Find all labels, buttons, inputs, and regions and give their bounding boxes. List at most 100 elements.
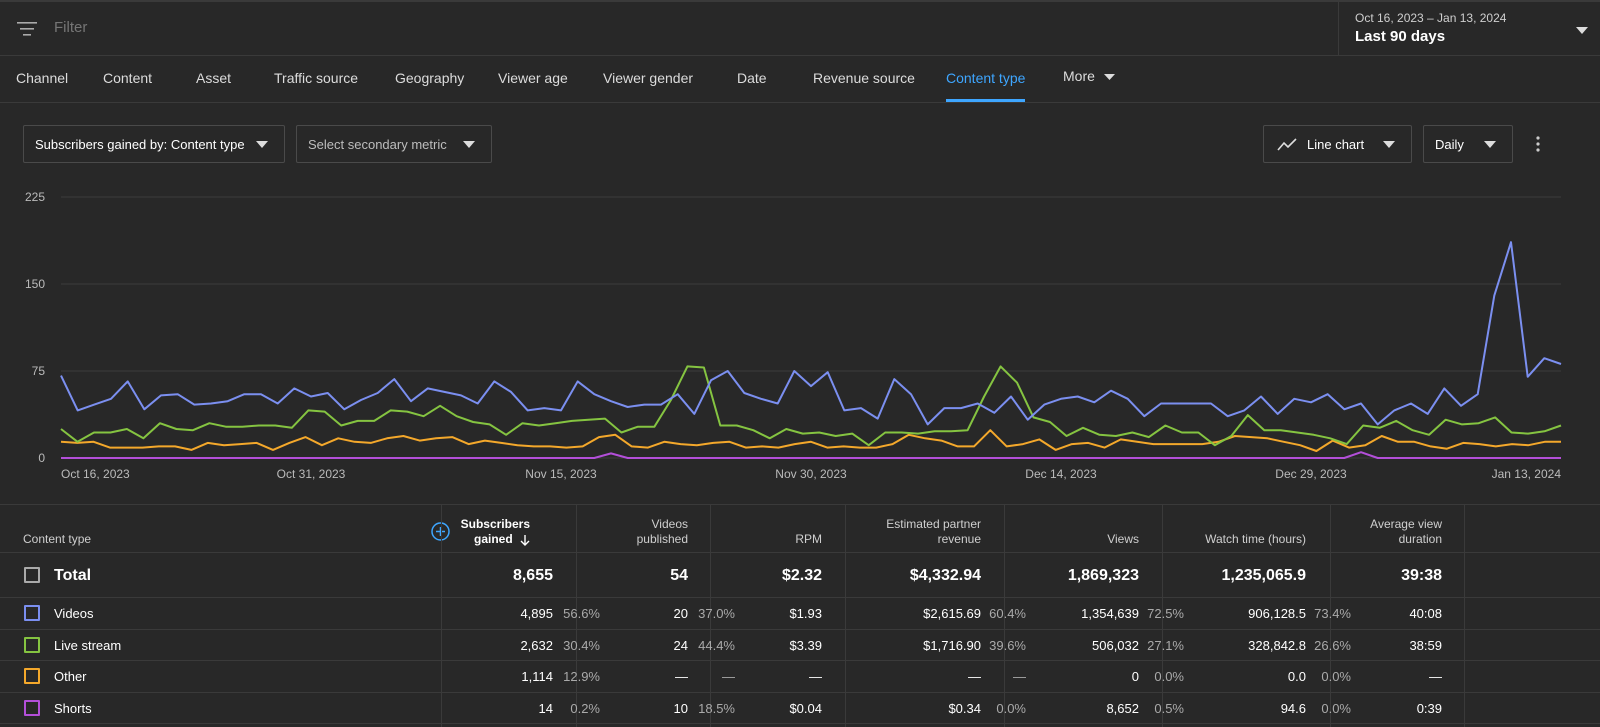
add-metric-icon[interactable]	[431, 522, 450, 541]
row-revenue: $2,615.69	[923, 606, 981, 621]
y-tick-label: 150	[25, 277, 45, 291]
chevron-down-icon	[1103, 74, 1115, 81]
total-checkbox[interactable]	[24, 567, 40, 583]
row-videos-pct: —	[722, 669, 735, 684]
row-views: 0	[1131, 669, 1139, 684]
y-axis-ticks: 0 75 150 225	[25, 190, 45, 465]
row-videos: 24	[673, 637, 688, 653]
active-tab-indicator	[946, 99, 1025, 102]
series-line-shorts[interactable]	[61, 451, 1561, 459]
row-checkbox[interactable]	[24, 636, 40, 653]
column-divider	[845, 504, 846, 727]
row-content-type: Live stream	[54, 637, 122, 653]
x-tick-label: Dec 29, 2023	[1275, 467, 1347, 481]
header-videos-line1: Videos	[651, 517, 688, 531]
secondary-metric-label: Select secondary metric	[308, 137, 447, 152]
header-estimated-revenue[interactable]: Estimated partner revenue	[886, 517, 981, 547]
total-watch-time: 1,235,065.9	[1221, 567, 1306, 584]
table-header: Content type Subscribers gained Videos p…	[0, 504, 1600, 553]
row-revenue: —	[968, 669, 981, 684]
header-videos-published[interactable]: Videos published	[637, 517, 688, 547]
header-subscribers-line2: gained	[461, 532, 530, 547]
primary-metric-dropdown[interactable]: Subscribers gained by: Content type	[23, 125, 285, 163]
x-tick-label: Jan 13, 2024	[1492, 467, 1562, 481]
series-line-live-stream[interactable]	[60, 365, 1562, 447]
series-line-videos[interactable]	[60, 241, 1562, 426]
row-subs-pct: 0.2%	[570, 700, 600, 716]
header-revenue-line2: revenue	[937, 532, 981, 546]
chevron-down-icon	[1576, 27, 1588, 34]
header-views[interactable]: Views	[1107, 532, 1139, 546]
total-revenue: $4,332.94	[909, 567, 981, 584]
row-videos-pct: 44.4%	[698, 637, 735, 653]
header-content-type: Content type	[23, 532, 92, 546]
row-subs: 2,632	[520, 637, 553, 653]
tab-viewer-gender[interactable]: Viewer gender	[603, 70, 694, 86]
row-rpm: —	[809, 669, 822, 684]
x-tick-label: Oct 31, 2023	[277, 467, 346, 481]
row-views-pct: 0.0%	[1154, 669, 1184, 684]
tab-date[interactable]: Date	[737, 70, 767, 86]
y-tick-label: 75	[32, 364, 46, 378]
tab-viewer-age[interactable]: Viewer age	[498, 70, 568, 86]
row-content-type: Other	[54, 669, 87, 684]
series-line-other[interactable]	[60, 429, 1561, 452]
header-rpm[interactable]: RPM	[795, 532, 822, 546]
tab-channel[interactable]: Channel	[16, 70, 69, 86]
header-subscribers-gained[interactable]: Subscribers gained	[461, 517, 530, 547]
row-videos: 20	[673, 606, 688, 621]
column-divider	[576, 504, 577, 727]
row-subs: 1,114	[521, 669, 553, 684]
tab-revenue-source[interactable]: Revenue source	[813, 70, 915, 86]
row-revenue-pct: 60.4%	[989, 606, 1026, 621]
chart-type-dropdown[interactable]: Line chart	[1263, 125, 1412, 163]
tab-content[interactable]: Content	[103, 70, 153, 86]
total-views: 1,869,323	[1067, 567, 1139, 584]
row-revenue: $1,716.90	[923, 637, 981, 653]
row-content-type: Videos	[54, 606, 94, 621]
interval-dropdown[interactable]: Daily	[1423, 125, 1513, 163]
header-videos-line2: published	[636, 532, 688, 546]
tab-traffic-source[interactable]: Traffic source	[274, 70, 359, 86]
row-checkbox[interactable]	[24, 699, 40, 716]
header-avg-view-duration[interactable]: Average view duration	[1370, 517, 1442, 547]
more-options-icon[interactable]	[1536, 135, 1540, 153]
header-watch-time[interactable]: Watch time (hours)	[1205, 532, 1306, 546]
total-rpm: $2.32	[781, 567, 822, 584]
tab-content-type[interactable]: Content type	[946, 70, 1026, 86]
total-videos: 54	[670, 567, 688, 584]
row-watch: 328,842.8	[1248, 637, 1306, 653]
row-avg: 0:39	[1416, 700, 1442, 716]
secondary-metric-dropdown[interactable]: Select secondary metric	[296, 125, 492, 163]
column-divider	[1162, 504, 1163, 727]
column-divider	[1330, 504, 1331, 727]
row-checkbox[interactable]	[24, 668, 40, 684]
row-avg: 38:59	[1409, 637, 1442, 653]
row-videos: —	[675, 669, 688, 684]
filter-icon[interactable]	[17, 21, 37, 37]
row-subs-pct: 12.9%	[563, 669, 600, 684]
header-avg-line1: Average view	[1370, 517, 1442, 531]
row-videos-pct: 18.5%	[698, 700, 735, 716]
date-range-selector[interactable]: Oct 16, 2023 – Jan 13, 2024 Last 90 days	[1338, 2, 1600, 56]
column-divider	[710, 504, 711, 727]
table-row-total: Total 8,655 54 $2.32 $4,332.94 1,869,323…	[0, 553, 1600, 598]
header-revenue-line1: Estimated partner	[886, 517, 981, 531]
line-chart: 0 75 150 225 Oct 16, 2023 Oct 31, 2023 Nov 15…	[25, 190, 1562, 481]
total-avg-duration: 39:38	[1401, 567, 1442, 584]
filter-input[interactable]	[54, 19, 654, 36]
row-watch-pct: 0.0%	[1321, 669, 1351, 684]
arrow-down-icon	[520, 534, 530, 546]
row-watch: 0.0	[1287, 669, 1306, 684]
row-content-type: Shorts	[54, 700, 92, 716]
tab-more[interactable]: More	[1063, 68, 1115, 84]
date-range-label: Last 90 days	[1355, 28, 1446, 45]
row-watch: 94.6	[1280, 700, 1306, 716]
header-subscribers-line1: Subscribers	[460, 517, 530, 531]
tab-asset[interactable]: Asset	[196, 70, 232, 86]
date-range-text: Oct 16, 2023 – Jan 13, 2024	[1355, 11, 1507, 25]
tab-geography[interactable]: Geography	[395, 70, 465, 86]
row-subs: 4,895	[520, 606, 553, 621]
total-label: Total	[54, 567, 92, 584]
row-checkbox[interactable]	[24, 605, 40, 621]
